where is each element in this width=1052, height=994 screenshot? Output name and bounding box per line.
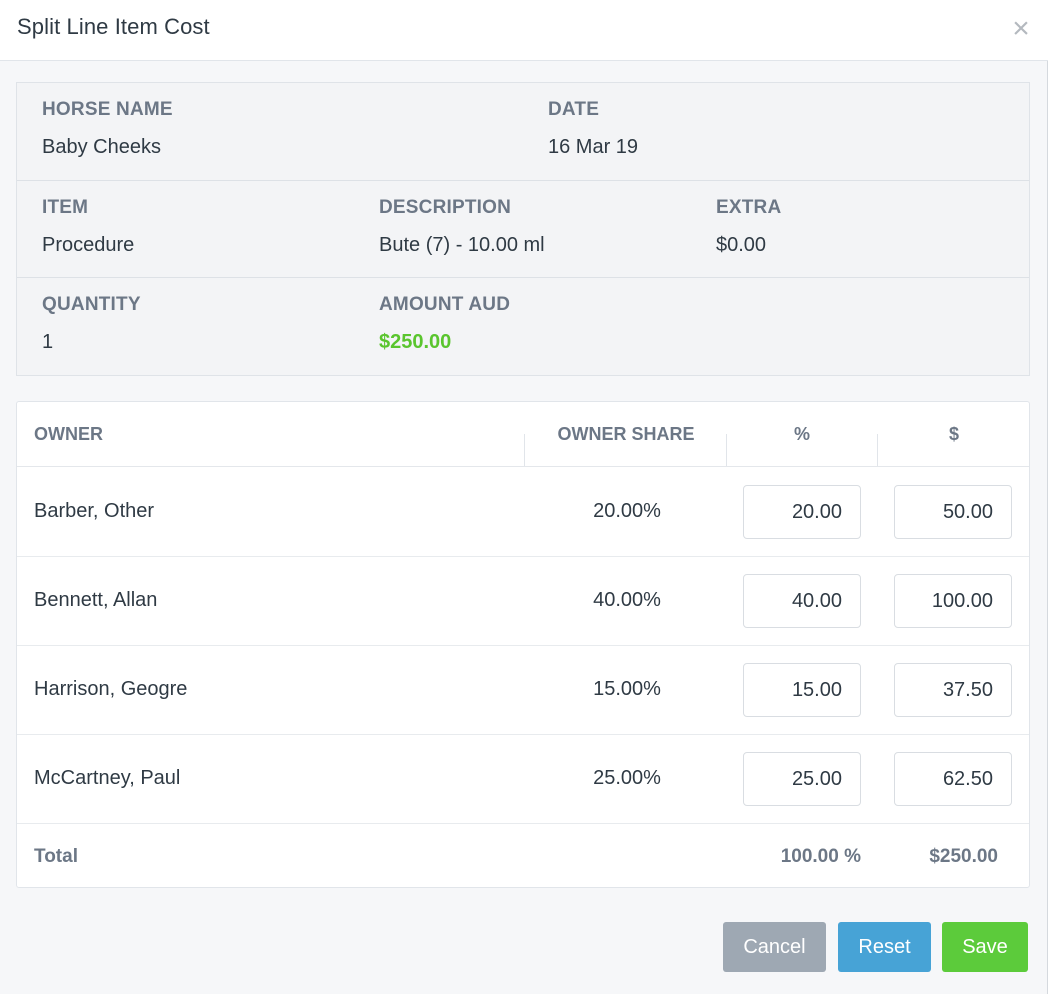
cancel-button[interactable]: Cancel	[723, 922, 826, 972]
amount-input[interactable]	[894, 574, 1012, 628]
owner-split-table: OWNER OWNER SHARE % $ Barber, Other 20.0…	[16, 401, 1030, 888]
percent-input[interactable]	[743, 485, 861, 539]
owner-share: 40.00%	[593, 589, 661, 611]
amount-column-header: $	[948, 424, 959, 444]
column-divider	[524, 434, 525, 466]
amount-field: AMOUNT AUD $250.00	[379, 294, 510, 354]
description-field: DESCRIPTION Bute (7) - 10.00 ml	[379, 197, 545, 257]
table-total-row: Total 100.00 % $250.00	[17, 824, 1029, 888]
description-label: DESCRIPTION	[379, 197, 512, 218]
reset-button[interactable]: Reset	[838, 922, 931, 972]
percent-column-header: %	[793, 424, 810, 444]
total-label: Total	[34, 846, 78, 867]
date-field: DATE 16 Mar 19	[548, 99, 638, 159]
total-amount: $250.00	[929, 846, 998, 867]
quantity-field: QUANTITY 1	[42, 294, 141, 354]
horse-name-value: Baby Cheeks	[42, 136, 161, 158]
horse-name-field: HORSE NAME Baby Cheeks	[42, 99, 173, 159]
dialog-title: Split Line Item Cost	[17, 14, 210, 39]
total-percent: 100.00 %	[780, 846, 861, 867]
amount-value: $250.00	[379, 331, 452, 353]
date-value: 16 Mar 19	[548, 136, 639, 158]
quantity-value: 1	[42, 331, 54, 353]
description-value: Bute (7) - 10.00 ml	[379, 234, 545, 256]
percent-input[interactable]	[743, 752, 861, 806]
item-value: Procedure	[42, 234, 135, 256]
percent-input[interactable]	[743, 663, 861, 717]
owner-share: 25.00%	[593, 767, 661, 789]
details-row: QUANTITY 1 AMOUNT AUD $250.00	[17, 278, 1029, 375]
owner-name: Barber, Other	[34, 500, 155, 522]
extra-field: EXTRA $0.00	[716, 197, 781, 257]
extra-value: $0.00	[716, 234, 767, 256]
owner-share: 15.00%	[593, 678, 661, 700]
amount-input[interactable]	[894, 663, 1012, 717]
table-row: Harrison, Geogre 15.00%	[17, 645, 1029, 735]
line-item-details: HORSE NAME Baby Cheeks DATE 16 Mar 19 IT…	[16, 82, 1030, 376]
column-divider	[726, 434, 727, 466]
table-row: Barber, Other 20.00%	[17, 467, 1029, 557]
owner-name: Bennett, Allan	[34, 589, 158, 611]
table-row: Bennett, Allan 40.00%	[17, 556, 1029, 646]
item-field: ITEM Procedure	[42, 197, 134, 257]
owner-share: 20.00%	[593, 500, 661, 522]
owner-column-header: OWNER	[34, 424, 103, 444]
owner-name: McCartney, Paul	[34, 767, 181, 789]
owner-name: Harrison, Geogre	[34, 678, 188, 700]
save-button[interactable]: Save	[942, 922, 1028, 972]
close-icon[interactable]: ×	[1012, 12, 1030, 45]
amount-input[interactable]	[894, 752, 1012, 806]
extra-label: EXTRA	[716, 197, 782, 218]
amount-input[interactable]	[894, 485, 1012, 539]
date-label: DATE	[548, 99, 600, 120]
details-row: ITEM Procedure DESCRIPTION Bute (7) - 10…	[17, 181, 1029, 278]
column-divider	[877, 434, 878, 466]
item-label: ITEM	[42, 197, 89, 218]
table-row: McCartney, Paul 25.00%	[17, 734, 1029, 824]
dialog-header: Split Line Item Cost ×	[0, 0, 1048, 61]
quantity-label: QUANTITY	[42, 294, 141, 315]
details-row: HORSE NAME Baby Cheeks DATE 16 Mar 19	[17, 83, 1029, 181]
owner-share-column-header: OWNER SHARE	[557, 424, 695, 444]
percent-input[interactable]	[743, 574, 861, 628]
table-header: OWNER OWNER SHARE % $	[17, 402, 1029, 467]
horse-name-label: HORSE NAME	[42, 99, 173, 120]
amount-label: AMOUNT AUD	[379, 294, 511, 315]
